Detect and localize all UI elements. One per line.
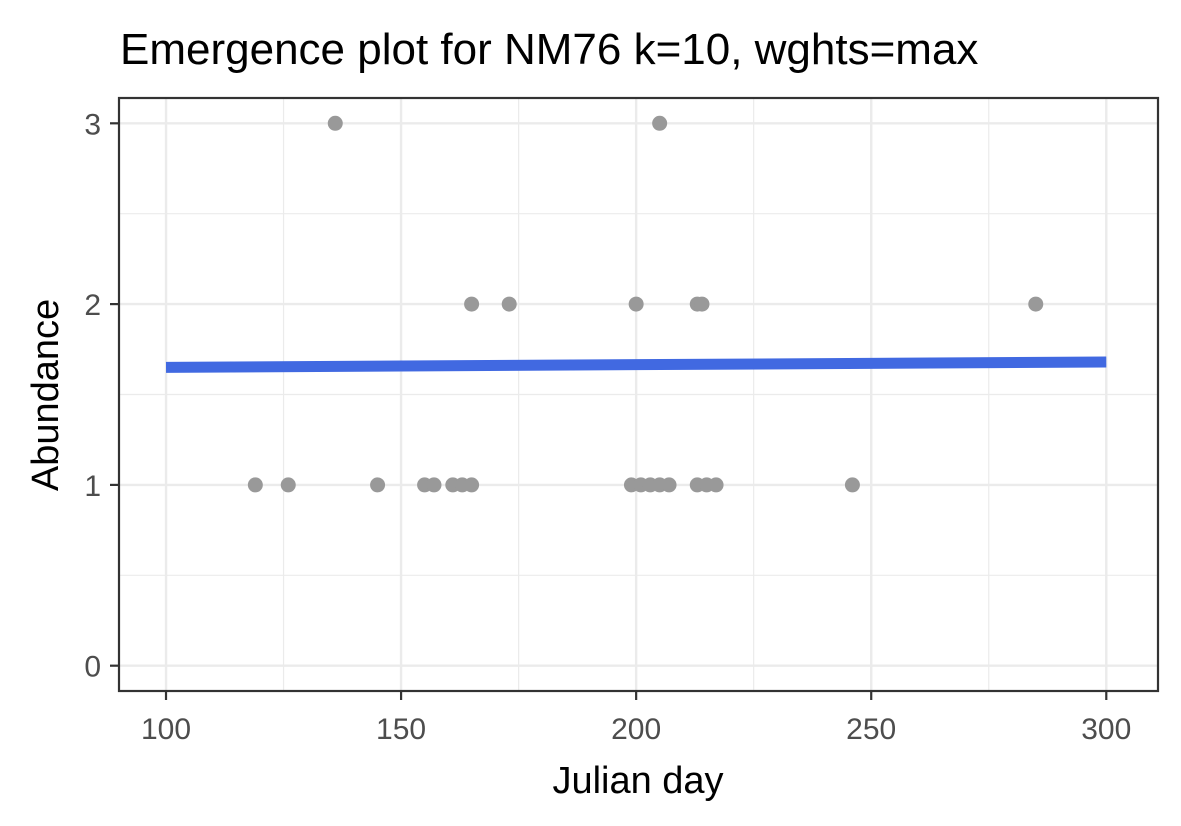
- y-tick-label: 2: [84, 289, 101, 322]
- data-point: [247, 477, 263, 493]
- panel-border-layer: [117, 96, 1160, 693]
- panel-border: [117, 96, 1160, 693]
- data-point: [708, 477, 724, 493]
- data-point: [652, 115, 668, 131]
- y-tick-label: 3: [84, 108, 101, 141]
- data-point: [280, 477, 296, 493]
- x-axis-title: Julian day: [552, 760, 723, 802]
- data-point: [464, 296, 480, 312]
- data-point: [501, 296, 517, 312]
- trend-line-layer: [165, 356, 1107, 373]
- data-point: [426, 477, 442, 493]
- data-point: [844, 477, 860, 493]
- y-axis-title: Abundance: [25, 299, 67, 491]
- chart-title: Emergence plot for NM76 k=10, wghts=max: [120, 25, 978, 74]
- y-tick-label: 1: [84, 470, 101, 503]
- data-point: [694, 296, 710, 312]
- data-point: [628, 296, 644, 312]
- x-tick-label: 150: [376, 713, 426, 746]
- data-point: [1028, 296, 1044, 312]
- y-axis-ticks: 0 1 2 3: [84, 108, 119, 684]
- x-tick-label: 200: [611, 713, 661, 746]
- data-points: [247, 115, 1044, 493]
- x-axis-ticks: 100 150 200 250 300: [141, 691, 1131, 746]
- x-tick-label: 300: [1081, 713, 1131, 746]
- y-tick-label: 0: [84, 651, 101, 684]
- x-tick-label: 250: [846, 713, 896, 746]
- grid-lines: [119, 98, 1158, 691]
- data-point: [370, 477, 386, 493]
- trend-line: [165, 356, 1107, 373]
- data-point: [327, 115, 343, 131]
- data-point: [661, 477, 677, 493]
- data-point: [464, 477, 480, 493]
- x-tick-label: 100: [141, 713, 191, 746]
